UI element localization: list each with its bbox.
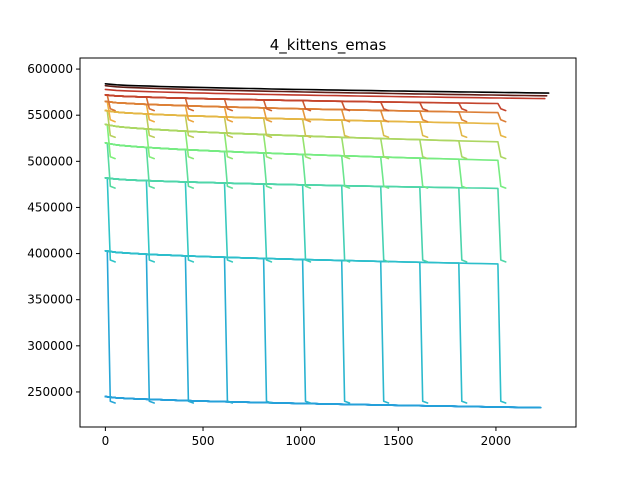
- series-line-11: [104, 250, 116, 404]
- x-tick-label: 2000: [481, 434, 512, 448]
- y-tick-label: 400000: [27, 247, 73, 261]
- series-line-87: [104, 94, 507, 112]
- series-line-90: [104, 83, 550, 94]
- series-line-23: [104, 177, 155, 263]
- x-tick-label: 1500: [383, 434, 414, 448]
- series-line-10: [104, 395, 542, 409]
- series-line-54: [104, 123, 507, 160]
- y-tick-label: 300000: [27, 339, 73, 353]
- series-line-22: [104, 177, 116, 263]
- series-line-65: [104, 109, 507, 139]
- y-tick-label: 350000: [27, 293, 73, 307]
- axes: 0 500 1000 1500 2000 250000 300000 350000 400000…: [27, 57, 577, 448]
- series-line-88: [104, 88, 546, 100]
- series-line-31: [104, 177, 468, 263]
- x-tick-label: 1000: [285, 434, 316, 448]
- plot-frame: [79, 57, 577, 428]
- series-line-16: [104, 250, 312, 404]
- x-tick-label: 500: [192, 434, 215, 448]
- series-line-43: [104, 142, 507, 189]
- series-line-21: [104, 250, 507, 404]
- series-line-60: [104, 109, 312, 139]
- y-tick-label: 600000: [27, 62, 73, 76]
- series-line-27: [104, 177, 312, 263]
- series-line-20: [104, 250, 468, 404]
- y-tick-label: 250000: [27, 385, 73, 399]
- y-tick-label: 500000: [27, 154, 73, 168]
- series-line-38: [104, 142, 312, 189]
- x-tick-label: 0: [102, 434, 110, 448]
- series-line-76: [104, 100, 507, 123]
- series-line-89: [104, 84, 548, 97]
- y-tick-label: 450000: [27, 200, 73, 214]
- series-line-14: [104, 250, 234, 404]
- chart-title: 4_kittens_emas: [270, 36, 387, 55]
- series-line-25: [104, 177, 234, 263]
- y-tick-label: 550000: [27, 108, 73, 122]
- series-line-32: [104, 177, 507, 263]
- plot-area: [104, 83, 550, 409]
- series-line-12: [104, 250, 155, 404]
